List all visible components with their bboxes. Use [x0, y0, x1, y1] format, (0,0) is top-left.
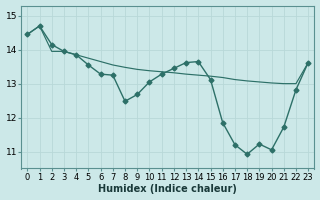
X-axis label: Humidex (Indice chaleur): Humidex (Indice chaleur): [98, 184, 237, 194]
